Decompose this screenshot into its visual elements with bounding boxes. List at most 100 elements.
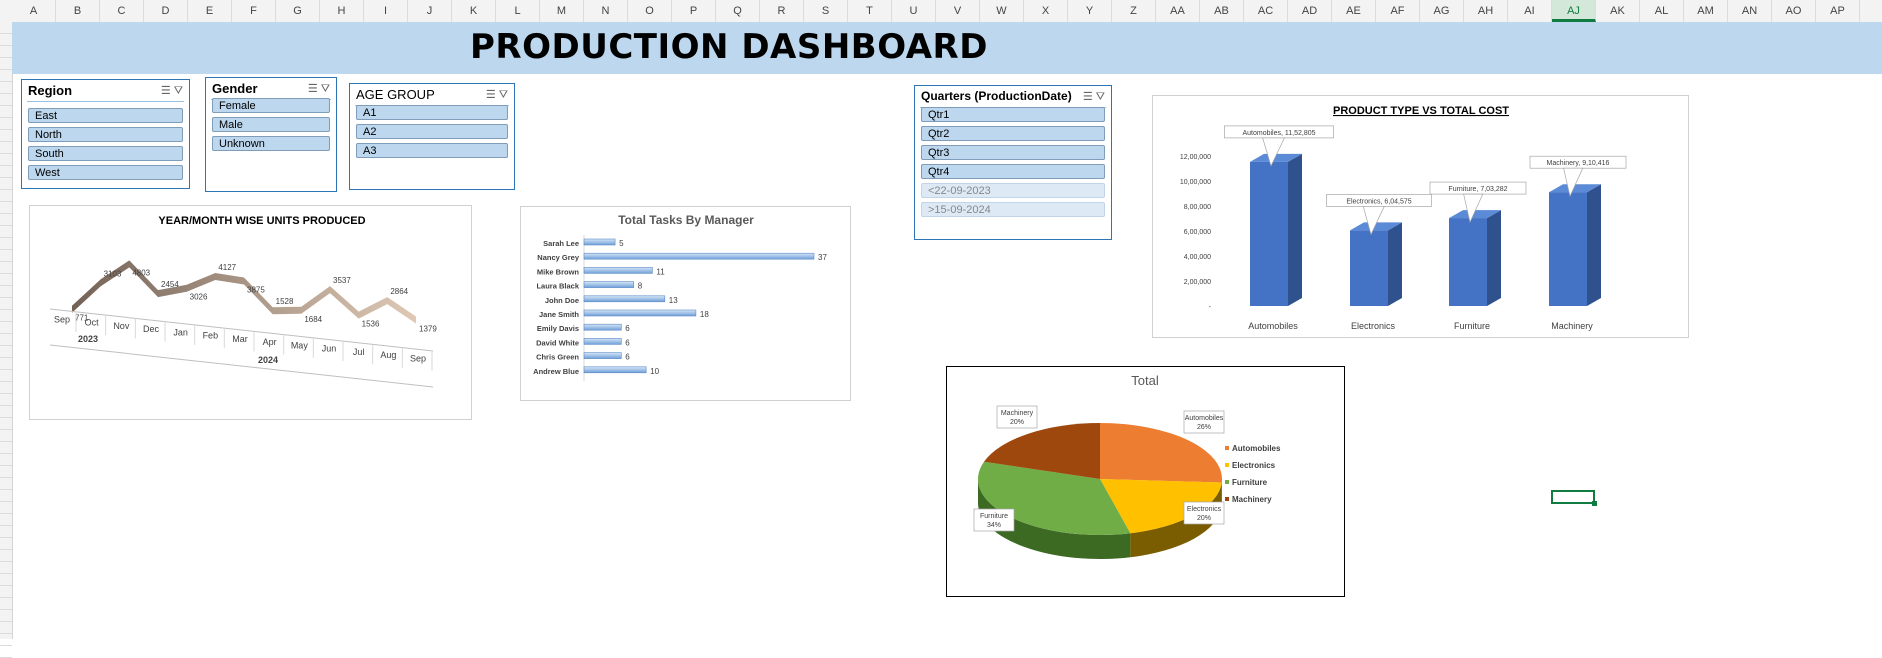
multi-select-icon[interactable]: ☰ [1083, 91, 1093, 103]
row-header[interactable] [0, 130, 12, 142]
age-group-slicer[interactable]: AGE GROUP ☰ ⛛ A1 A2 A3 [349, 83, 515, 190]
row-header[interactable] [0, 94, 12, 106]
manager-bar[interactable] [584, 353, 621, 359]
row-header[interactable] [0, 418, 12, 430]
row-header[interactable] [0, 514, 12, 526]
row-header[interactable] [0, 466, 12, 478]
manager-bar[interactable] [584, 338, 621, 344]
multi-select-icon[interactable]: ☰ [308, 83, 318, 95]
units-series-ribbon[interactable] [72, 260, 416, 323]
column-header-af[interactable]: AF [1376, 0, 1420, 22]
row-header[interactable] [0, 394, 12, 406]
row-header[interactable] [0, 610, 12, 622]
column-header-d[interactable]: D [144, 0, 188, 22]
column-header-ao[interactable]: AO [1772, 0, 1816, 22]
slicer-item-east[interactable]: East [28, 108, 183, 123]
row-header[interactable] [0, 298, 12, 310]
column-header-l[interactable]: L [496, 0, 540, 22]
row-header[interactable] [0, 358, 12, 370]
column-header-s[interactable]: S [804, 0, 848, 22]
row-header[interactable] [0, 478, 12, 490]
row-header[interactable] [0, 502, 12, 514]
fill-handle[interactable] [1592, 501, 1597, 506]
row-header[interactable] [0, 250, 12, 262]
row-header[interactable] [0, 46, 12, 58]
row-header[interactable] [0, 430, 12, 442]
row-header[interactable] [0, 634, 12, 646]
multi-select-icon[interactable]: ☰ [161, 85, 171, 97]
product-cost-bar[interactable] [1549, 192, 1587, 306]
slicer-item-north[interactable]: North [28, 127, 183, 142]
column-header-aj[interactable]: AJ [1552, 0, 1596, 22]
column-header-ak[interactable]: AK [1596, 0, 1640, 22]
column-header-ae[interactable]: AE [1332, 0, 1376, 22]
column-header-c[interactable]: C [100, 0, 144, 22]
row-header[interactable] [0, 622, 12, 634]
row-header[interactable] [0, 106, 12, 118]
row-header[interactable] [0, 538, 12, 550]
column-header-e[interactable]: E [188, 0, 232, 22]
slicer-item-qtr3[interactable]: Qtr3 [921, 145, 1105, 160]
legend-entry[interactable]: Machinery [1232, 495, 1272, 504]
product-cost-bar[interactable] [1250, 162, 1288, 306]
row-header[interactable] [0, 262, 12, 274]
column-header-r[interactable]: R [760, 0, 804, 22]
manager-bar[interactable] [584, 310, 696, 316]
manager-bar[interactable] [584, 267, 652, 273]
legend-entry[interactable]: Furniture [1232, 478, 1268, 487]
column-header-aa[interactable]: AA [1156, 0, 1200, 22]
slicer-item-qtr1[interactable]: Qtr1 [921, 107, 1105, 122]
clear-filter-icon[interactable]: ⛛ [174, 85, 183, 97]
quarters-slicer[interactable]: Quarters (ProductionDate) ☰ ⛛ Qtr1 Qtr2 … [914, 85, 1112, 240]
column-header-k[interactable]: K [452, 0, 496, 22]
column-header-an[interactable]: AN [1728, 0, 1772, 22]
row-header[interactable] [0, 238, 12, 250]
row-header[interactable] [0, 646, 12, 658]
row-header[interactable] [0, 550, 12, 562]
row-header[interactable] [0, 586, 12, 598]
row-header[interactable] [0, 202, 12, 214]
column-header-y[interactable]: Y [1068, 0, 1112, 22]
manager-bar[interactable] [584, 296, 665, 302]
column-header-u[interactable]: U [892, 0, 936, 22]
column-header-w[interactable]: W [980, 0, 1024, 22]
manager-bar[interactable] [584, 239, 615, 245]
column-header-v[interactable]: V [936, 0, 980, 22]
column-header-j[interactable]: J [408, 0, 452, 22]
column-header-f[interactable]: F [232, 0, 276, 22]
column-header-ab[interactable]: AB [1200, 0, 1244, 22]
column-header-h[interactable]: H [320, 0, 364, 22]
row-header[interactable] [0, 382, 12, 394]
column-header-p[interactable]: P [672, 0, 716, 22]
row-header[interactable] [0, 22, 12, 34]
slicer-item-unknown[interactable]: Unknown [212, 136, 330, 151]
row-header[interactable] [0, 190, 12, 202]
column-header-m[interactable]: M [540, 0, 584, 22]
row-header[interactable] [0, 58, 12, 70]
clear-filter-icon[interactable]: ⛛ [321, 83, 330, 95]
row-header[interactable] [0, 118, 12, 130]
column-header-t[interactable]: T [848, 0, 892, 22]
column-header-n[interactable]: N [584, 0, 628, 22]
row-header[interactable] [0, 274, 12, 286]
row-header[interactable] [0, 454, 12, 466]
column-header-x[interactable]: X [1024, 0, 1068, 22]
column-header-q[interactable]: Q [716, 0, 760, 22]
clear-filter-icon[interactable]: ⛛ [1096, 91, 1105, 103]
row-header[interactable] [0, 178, 12, 190]
column-header-am[interactable]: AM [1684, 0, 1728, 22]
row-header[interactable] [0, 526, 12, 538]
row-header[interactable] [0, 166, 12, 178]
row-header[interactable] [0, 82, 12, 94]
legend-entry[interactable]: Automobiles [1232, 444, 1281, 453]
row-header[interactable] [0, 34, 12, 46]
column-header-b[interactable]: B [56, 0, 100, 22]
row-header[interactable] [0, 562, 12, 574]
slicer-item-a3[interactable]: A3 [356, 143, 508, 158]
column-header-ag[interactable]: AG [1420, 0, 1464, 22]
slicer-item-after-date[interactable]: >15-09-2024 [921, 202, 1105, 217]
